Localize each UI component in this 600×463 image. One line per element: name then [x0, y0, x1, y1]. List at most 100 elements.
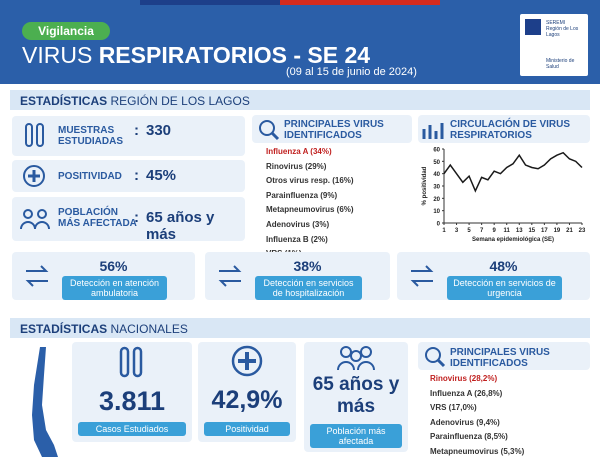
- y-tick-label: 50: [433, 160, 440, 166]
- virus-item: Adenovirus (3%): [266, 219, 330, 229]
- x-tick-label: 9: [493, 228, 497, 234]
- logo-region: Región de Los Lagos: [546, 26, 579, 38]
- separator: :: [134, 167, 139, 184]
- icon: [25, 265, 49, 287]
- virus-item: Adenovirus (9,4%): [430, 417, 500, 427]
- heading-light: NACIONALES: [110, 322, 188, 336]
- nat-value: 42,9%: [211, 386, 283, 414]
- nat-label: Positividad: [204, 422, 290, 436]
- y-tick-label: 40: [433, 172, 440, 178]
- stripe: [280, 0, 440, 5]
- icon: [20, 209, 50, 230]
- virus-item: Metapneumovirus (6%): [266, 205, 354, 215]
- nat-box: 42,9% Positividad: [198, 342, 296, 442]
- detection-value: 38%: [293, 258, 322, 274]
- x-tick-label: 17: [541, 228, 548, 234]
- nat-label: Población más afectada: [310, 424, 402, 448]
- virus-item: Rinovirus (28,2%): [430, 374, 498, 383]
- section-heading: ESTADÍSTICAS NACIONALES: [10, 318, 590, 338]
- x-tick-label: 19: [554, 228, 561, 234]
- y-tick-label: 30: [433, 185, 440, 191]
- detection-label: Detección en servicios de urgencia: [447, 276, 562, 300]
- virus-panel: PRINCIPALES VIRUS IDENTIFICADOS Rinoviru…: [418, 342, 590, 463]
- heading-bold: ESTADÍSTICAS: [20, 94, 108, 108]
- panel-title: PRINCIPALES VIRUS IDENTIFICADOS: [284, 119, 384, 141]
- virus-list: Rinovirus (28,2%) Influenza A (26,8%) VRS …: [430, 374, 524, 463]
- virus-list: Influenza A (34%) Rinovirus (29%) Otros vi…: [266, 147, 354, 264]
- detection-value: 48%: [489, 258, 518, 274]
- x-tick-label: 11: [504, 228, 511, 234]
- stat-box: POBLACIÓN MÁS AFECTADA : 65 años y más: [12, 197, 245, 243]
- nat-value: 65 años y más: [312, 374, 400, 417]
- virus-item: Parainfluenza (9%): [266, 190, 338, 200]
- virus-item: Metapneumovirus (5,3%): [430, 446, 525, 456]
- logo: SEREMI Región de Los Lagos Ministerio de…: [520, 14, 588, 76]
- y-tick-label: 60: [433, 148, 440, 154]
- icon: [23, 165, 45, 187]
- virus-item: VRS (17,0%): [430, 403, 477, 413]
- detection-box: 48% Detección en servicios de urgencia: [397, 252, 590, 300]
- x-tick-label: 7: [480, 228, 484, 234]
- y-axis-label: % positividad: [422, 166, 428, 205]
- logo-top: SEREMI: [546, 20, 566, 26]
- heading-light: REGIÓN DE LOS LAGOS: [110, 94, 250, 108]
- y-tick-label: 10: [433, 209, 440, 215]
- detection-label: Detección en servicios de hospitalizació…: [255, 276, 362, 300]
- icon: [422, 123, 444, 139]
- panel-head: [418, 342, 590, 370]
- heading-bold: ESTADÍSTICAS: [20, 322, 108, 336]
- x-axis-label: Semana epidemiológica (SE): [472, 237, 554, 243]
- icon: [119, 346, 143, 378]
- detection-box: 56% Detección en atención ambulatoria: [12, 252, 195, 300]
- y-tick-label: 0: [437, 222, 441, 228]
- icon: [218, 265, 242, 287]
- title: VIRUS RESPIRATORIOS - SE 24: [22, 42, 370, 69]
- nat-label: Casos Estudiados: [78, 422, 186, 436]
- icon: [231, 345, 263, 377]
- icon-shape: [25, 265, 49, 287]
- stat-value: 65 años y más: [146, 209, 215, 243]
- nat-value: 3.811: [98, 386, 166, 416]
- map: [32, 347, 58, 457]
- section-heading: ESTADÍSTICAS REGIÓN DE LOS LAGOS: [10, 90, 590, 110]
- stat-label: POSITIVIDAD: [58, 171, 122, 182]
- stat-box: MUESTRAS ESTUDIADAS : 330: [12, 116, 245, 156]
- x-tick-label: 13: [516, 228, 523, 234]
- stat-box: POSITIVIDAD : 45%: [12, 160, 245, 192]
- x-tick-label: 5: [467, 228, 471, 234]
- subtitle: (09 al 15 de junio de 2024): [286, 66, 417, 78]
- stat-value: 330: [146, 122, 172, 139]
- chart-panel: CIRCULACIÓN DE VIRUS RESPIRATORIOS 0 10 20…: [418, 115, 590, 245]
- separator: :: [134, 209, 139, 226]
- logo-flag: [525, 19, 541, 35]
- detection-box: 38% Detección en servicios de hospitaliza…: [205, 252, 390, 300]
- virus-item: Influenza A (34%): [266, 147, 332, 156]
- virus-item: Influenza A (26,8%): [430, 388, 503, 398]
- separator: :: [134, 122, 139, 139]
- x-tick-label: 3: [455, 228, 459, 234]
- nat-box: 3.811 Casos Estudiados: [72, 342, 192, 442]
- tag: Vigilancia: [22, 22, 110, 40]
- stat-value: 45%: [146, 167, 177, 184]
- virus-panel: PRINCIPALES VIRUS IDENTIFICADOS Influenz…: [252, 115, 412, 258]
- panel-title: PRINCIPALES VIRUS IDENTIFICADOS: [450, 347, 550, 369]
- stat-label: POBLACIÓN MÁS AFECTADA: [58, 207, 137, 229]
- icon: [410, 265, 434, 287]
- virus-item: Otros virus resp. (4,8%): [430, 462, 524, 463]
- title-light: VIRUS: [22, 42, 93, 68]
- x-tick-label: 15: [528, 228, 535, 234]
- detection-label: Detección en atención ambulatoria: [62, 276, 167, 300]
- logo-ministry: Ministerio de Salud: [546, 58, 575, 70]
- panel-head: [418, 115, 590, 143]
- detection-value: 56%: [99, 258, 128, 274]
- x-tick-label: 21: [566, 228, 573, 234]
- title-bold: RESPIRATORIOS - SE 24: [98, 42, 371, 68]
- virus-item: Otros virus resp. (16%): [266, 176, 354, 186]
- header: [0, 0, 600, 84]
- icon: [337, 346, 375, 371]
- x-tick-label: 1: [442, 228, 446, 234]
- icon: [25, 123, 44, 147]
- icon-shape: [218, 265, 242, 287]
